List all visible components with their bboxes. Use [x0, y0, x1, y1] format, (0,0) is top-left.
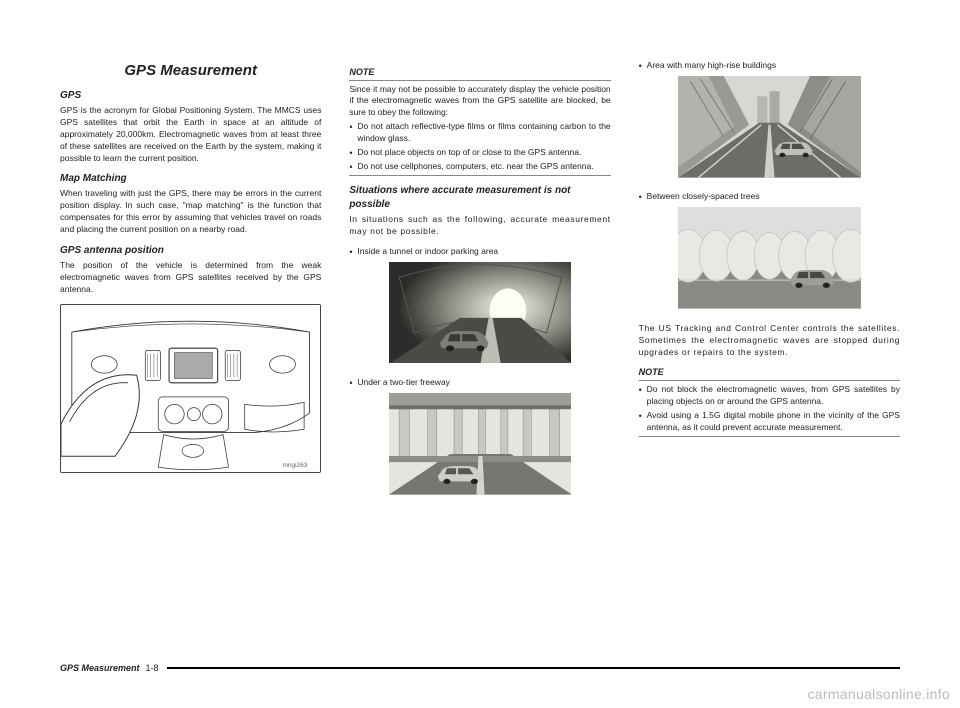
note-list-2: Do not block the electromagnetic waves, … [639, 384, 900, 437]
note-item: Avoid using a 1.5G digital mobile phone … [639, 410, 900, 434]
note-item: Do not use cellphones, computers, etc. n… [349, 161, 610, 173]
column-3: Area with many high-rise buildings [639, 60, 900, 508]
footer-rule [167, 667, 900, 669]
note-item: Do not attach reflective-type films or f… [349, 121, 610, 145]
heading-situations: Situations where accurate measurement is… [349, 184, 610, 212]
image-freeway [349, 393, 610, 499]
note-heading-2: NOTE [639, 366, 900, 381]
para-situations: In situations such as the following, acc… [349, 214, 610, 238]
column-layout: GPS Measurement GPS GPS is the acronym f… [60, 60, 900, 508]
bullet-freeway: Under a two-tier freeway [349, 377, 610, 389]
para-antenna: The position of the vehicle is determine… [60, 260, 321, 296]
bullet-trees: Between closely-spaced trees [639, 191, 900, 203]
bullet-highrise: Area with many high-rise buildings [639, 60, 900, 72]
footer-page-number: 1-8 [146, 663, 159, 673]
column-2: NOTE Since it may not be possible to acc… [349, 60, 610, 508]
note-heading-1: NOTE [349, 66, 610, 81]
watermark: carmanualsonline.info [808, 686, 951, 702]
note-item: Do not block the electromagnetic waves, … [639, 384, 900, 408]
para-tracking: The US Tracking and Control Center contr… [639, 323, 900, 359]
image-tunnel [349, 262, 610, 368]
page-footer: GPS Measurement 1-8 [60, 663, 900, 673]
note-item: Do not place objects on top of or close … [349, 147, 610, 159]
illus-label: mngi263 [283, 462, 308, 469]
heading-map-matching: Map Matching [60, 172, 321, 186]
note-list-1: Do not attach reflective-type films or f… [349, 121, 610, 176]
footer-section: GPS Measurement [60, 663, 140, 673]
para-map-matching: When traveling with just the GPS, there … [60, 188, 321, 236]
image-trees [639, 207, 900, 313]
column-1: GPS Measurement GPS GPS is the acronym f… [60, 60, 321, 508]
page-title: GPS Measurement [60, 60, 321, 81]
dashboard-illustration: mngi263 [60, 304, 321, 473]
heading-gps: GPS [60, 89, 321, 103]
bullet-tunnel: Inside a tunnel or indoor parking area [349, 246, 610, 258]
manual-page: GPS Measurement GPS GPS is the acronym f… [0, 0, 960, 708]
image-highrise [639, 76, 900, 182]
para-gps: GPS is the acronym for Global Positionin… [60, 105, 321, 164]
note-para-1: Since it may not be possible to accurate… [349, 84, 610, 120]
heading-antenna: GPS antenna position [60, 244, 321, 258]
